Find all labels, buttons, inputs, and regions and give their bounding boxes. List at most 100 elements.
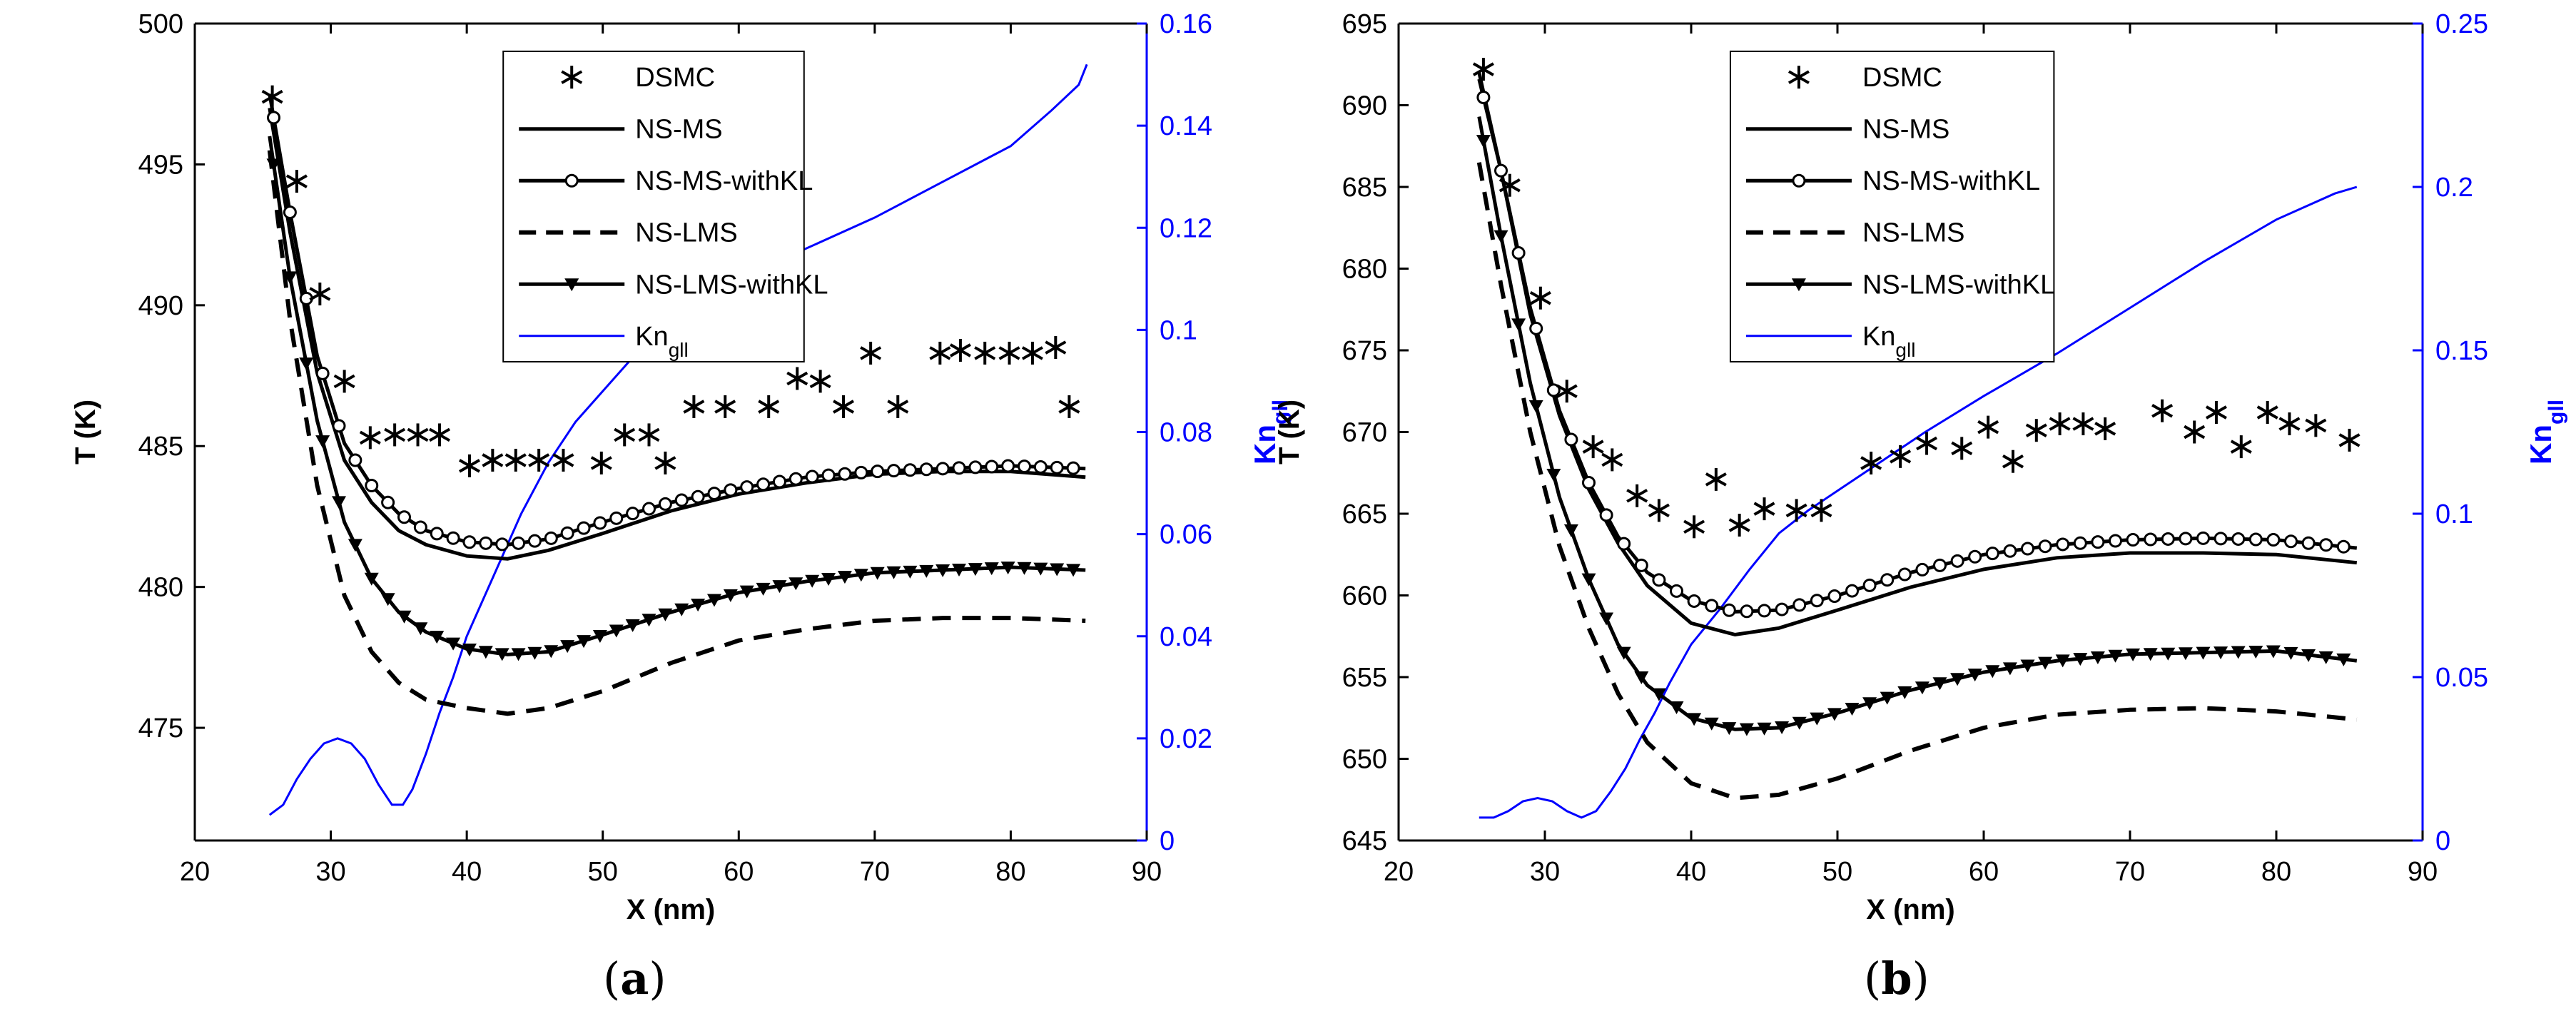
legend-label: NS-LMS-withKL <box>635 270 828 300</box>
series-ns-ms-withkl-marker <box>756 477 771 492</box>
series-ns-ms-withkl-marker <box>707 487 721 501</box>
x-tick-label: 60 <box>724 857 754 887</box>
legend-label: NS-LMS <box>1862 218 1965 248</box>
series-dsmc-point <box>683 395 705 418</box>
series-ns-ms-withkl-marker <box>2021 542 2034 556</box>
series-ns-lms-withkl-marker <box>2161 647 2176 661</box>
y-tick-label: 660 <box>1342 582 1387 611</box>
asterisk-stroke <box>552 453 574 467</box>
legend-label-main: Kn <box>635 322 668 352</box>
x-tick-label: 50 <box>1822 857 1852 887</box>
series-ns-ms-withkl-marker <box>2266 533 2281 547</box>
series-ns-ms-withkl-marker <box>772 474 786 489</box>
series-ns-lms-withkl-marker <box>511 648 526 661</box>
series-dsmc-point <box>2205 401 2227 425</box>
y-tick-label: 680 <box>1342 255 1387 285</box>
series-ns-ms-withkl-marker <box>527 534 542 548</box>
series-dsmc-point <box>1683 515 1705 539</box>
series-ns-lms-withkl-marker <box>1651 688 1666 701</box>
chart-panel-1: 20 30 40 50 60 70 80 90 645 650 655 660 665 670 675 680… <box>1274 9 2568 925</box>
series-ns-ms-withkl-marker <box>1670 584 1683 598</box>
series-ns-ms-withkl-marker <box>593 516 607 530</box>
panel-label-a-open: ( <box>603 953 621 1005</box>
series-ns-lms-withkl-marker <box>413 622 428 636</box>
series-ns-lms-withkl-marker <box>2301 649 2316 662</box>
series-ns-lms-withkl-marker <box>674 603 689 616</box>
series-ns-lms-withkl-marker <box>380 593 395 606</box>
series-ns-ms-withkl-marker <box>2231 532 2246 546</box>
series-ns-lms-withkl-marker <box>2214 646 2228 660</box>
series-dsmc-point <box>2338 428 2361 452</box>
series-ns-lms-withkl-marker <box>1669 701 1684 714</box>
asterisk-stroke <box>683 400 705 414</box>
asterisk-stroke <box>285 174 308 188</box>
y-tick-label: 690 <box>1342 91 1387 121</box>
series-ns-ms-withkl-marker <box>724 483 738 497</box>
series-ns-lms-withkl-marker <box>462 644 477 657</box>
series-dsmc-point <box>1728 514 1750 537</box>
series-kn-line <box>268 64 1088 816</box>
series-dsmc-point <box>384 423 406 447</box>
series-dsmc-point <box>1626 484 1648 507</box>
series-ns-lms-withkl-marker <box>723 589 738 602</box>
series-ns-lms-withkl-marker <box>2126 648 2141 661</box>
asterisk-stroke <box>1785 503 1807 518</box>
series-ns-ms-withkl-marker <box>626 507 640 521</box>
series-ns-ms-withkl-marker <box>1933 558 1947 572</box>
asterisk-stroke <box>1472 62 1494 76</box>
series-ns-ms-withkl-marker <box>2126 533 2140 547</box>
series-ns-ms-withkl-marker <box>2109 534 2122 548</box>
series-ns-lms-withkl-marker <box>935 564 950 577</box>
series-ns-ms-withkl-marker <box>1582 475 1596 489</box>
series-ns-lms-withkl-marker <box>2178 647 2193 661</box>
series-dsmc-point <box>1785 499 1807 522</box>
asterisk-stroke <box>758 400 780 414</box>
y-tick-label: 650 <box>1342 745 1387 775</box>
series-dsmc-point <box>860 341 882 365</box>
x-tick-label: 90 <box>1132 857 1162 887</box>
asterisk-stroke <box>429 427 451 442</box>
series-ns-ms-withkl-marker <box>674 493 689 507</box>
y-tick-label: 490 <box>138 291 183 321</box>
asterisk-stroke <box>458 459 480 473</box>
series-ns-ms-withkl-marker <box>788 472 803 486</box>
series-ns-ms-withkl-marker <box>1634 558 1648 572</box>
series-ns-lms-withkl-marker <box>952 564 967 577</box>
series-ns-ms-withkl-marker <box>430 527 444 541</box>
panel-label-b-letter: b <box>1881 953 1912 1005</box>
series-ns-ms-withkl-marker <box>887 464 901 478</box>
asterisk-stroke <box>1705 472 1727 487</box>
series-ns-ms-withkl-marker <box>1880 573 1895 587</box>
series-kn-line <box>1479 186 2358 819</box>
series-ns-lms-withkl-marker <box>1704 717 1719 731</box>
asterisk-stroke <box>1601 452 1623 467</box>
series-ns-ms-withkl-marker <box>1617 537 1631 551</box>
series-ns-ms-withkl-marker <box>1494 163 1508 178</box>
series-ns-ms-withkl-marker <box>1845 584 1859 598</box>
series-ns-ms-withkl-marker <box>2038 539 2052 554</box>
series-ns-ms-withkl-marker <box>512 536 526 550</box>
series-dsmc-point <box>714 395 736 418</box>
series-ns-lms-withkl-marker <box>1950 673 1965 686</box>
series-ns-lms-withkl-marker <box>2318 651 2333 664</box>
series-ns-lms-withkl-marker <box>1634 671 1649 684</box>
series-ns-lms-withkl-marker <box>625 619 640 632</box>
x-tick-label: 40 <box>1676 857 1706 887</box>
series-dsmc-point <box>333 370 355 393</box>
series-ns-ms-withkl-marker <box>2319 538 2333 552</box>
series-dsmc-point <box>1021 341 1043 365</box>
series-ns-ms-withkl-marker <box>1599 508 1613 522</box>
asterisk-stroke <box>1499 178 1521 193</box>
series-ns-lms-withkl-marker <box>2073 653 2088 666</box>
series-ns-ms-withkl-marker <box>642 502 656 516</box>
y-tick-label: 665 <box>1342 499 1387 529</box>
series-ns-ms-withkl-marker <box>1652 573 1666 587</box>
asterisk-stroke <box>860 346 882 360</box>
series-ns-lms-withkl-marker <box>430 631 445 644</box>
legend-label: NS-MS-withKL <box>1862 166 2040 196</box>
asterisk-stroke <box>1753 502 1775 516</box>
series-ns-lms-withkl-marker <box>2248 646 2263 659</box>
asterisk-stroke <box>2072 417 2094 431</box>
series-ns-ms-withkl-marker <box>1033 459 1048 474</box>
series-ns-ms-withkl-marker <box>2003 544 2017 558</box>
